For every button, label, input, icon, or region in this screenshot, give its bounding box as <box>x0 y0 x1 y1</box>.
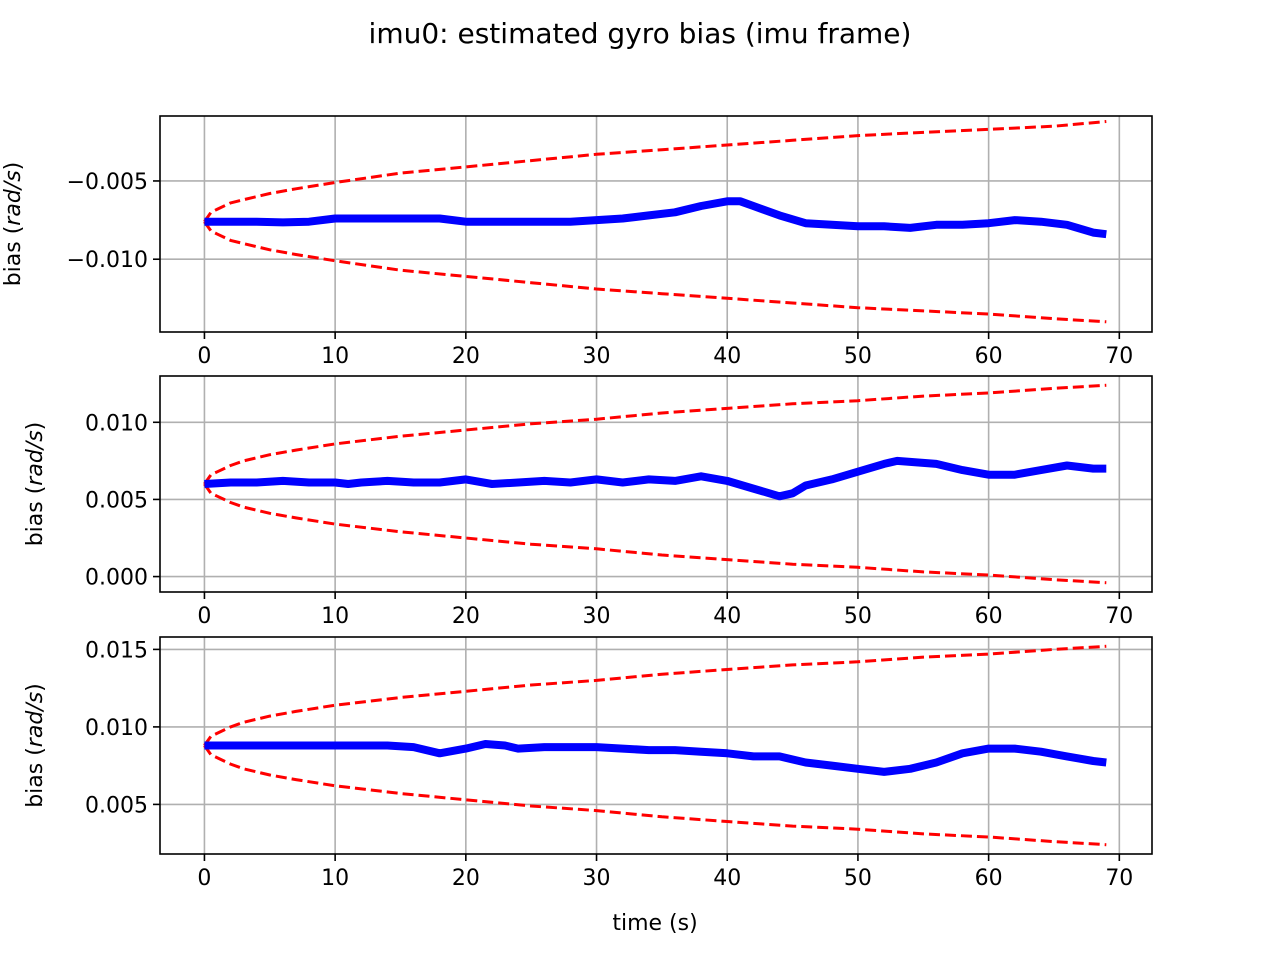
y-axis-label-unit: rad/s <box>23 430 48 485</box>
estimate-line <box>204 456 1107 501</box>
x-axis-label: time (s) <box>612 911 697 936</box>
x-tick-label: 0 <box>197 866 211 891</box>
y-axis-label-prefix: bias ( <box>23 486 48 547</box>
x-tick-label: 70 <box>1105 344 1133 369</box>
y-axis-label-prefix: bias ( <box>23 747 48 808</box>
x-tick-label: 70 <box>1105 604 1133 629</box>
axes-frame <box>159 375 1153 593</box>
x-tick-label: 60 <box>975 604 1003 629</box>
series-group <box>203 383 1107 585</box>
y-axis-label-suffix: ) <box>23 422 48 431</box>
x-tick-label: 10 <box>321 344 349 369</box>
y-axis-label: bias (rad/s) <box>1 162 26 287</box>
x-tick-label: 40 <box>713 344 741 369</box>
axes-frame <box>159 636 1153 855</box>
x-tick-label: 30 <box>583 604 611 629</box>
x-tick-label: 70 <box>1105 866 1133 891</box>
x-tick-label: 50 <box>844 344 872 369</box>
y-axis-label-unit: rad/s <box>23 692 48 747</box>
y-axis-label-prefix: bias ( <box>1 226 26 287</box>
x-tick-label: 20 <box>452 604 480 629</box>
axes-frame <box>159 115 1153 333</box>
x-tick-label: 10 <box>321 866 349 891</box>
y-tick-label: 0.005 <box>85 793 148 818</box>
figure-title: imu0: estimated gyro bias (imu frame) <box>369 17 912 50</box>
upper-bound-line <box>203 120 1107 223</box>
y-tick-label: 0.010 <box>85 411 148 436</box>
lower-bound-line <box>203 744 1107 847</box>
y-tick-label: 0.015 <box>85 638 148 663</box>
x-tick-label: 20 <box>452 866 480 891</box>
y-axis-label-suffix: ) <box>23 683 48 692</box>
x-tick-label: 40 <box>713 604 741 629</box>
x-tick-label: 50 <box>844 866 872 891</box>
y-tick-label: −0.005 <box>67 170 148 195</box>
estimate-line <box>204 197 1107 239</box>
lower-bound-line <box>203 483 1107 585</box>
subplot-2: 0 10 20 30 40 50 60 70 0.010 0.005 0.000 bias (rad/… <box>23 375 1153 629</box>
series-group <box>203 644 1107 847</box>
x-tick-label: 30 <box>583 866 611 891</box>
y-axis-label-unit: rad/s <box>1 170 26 225</box>
x-tick-label: 40 <box>713 866 741 891</box>
y-axis-label: bias (rad/s) <box>23 683 48 808</box>
x-tick-label: 0 <box>197 344 211 369</box>
x-tick-label: 60 <box>975 344 1003 369</box>
x-tick-label: 30 <box>583 344 611 369</box>
y-tick-label: 0.005 <box>85 488 148 513</box>
subplot-3: 0 10 20 30 40 50 60 70 0.015 0.010 0.005 bias (rad/… <box>23 636 1153 891</box>
upper-bound-line <box>203 383 1107 485</box>
x-tick-label: 60 <box>975 866 1003 891</box>
x-tick-label: 10 <box>321 604 349 629</box>
series-group <box>203 120 1107 324</box>
x-tick-label: 50 <box>844 604 872 629</box>
y-tick-label: 0.000 <box>85 566 148 591</box>
x-tick-label: 0 <box>197 604 211 629</box>
y-tick-label: 0.010 <box>85 716 148 741</box>
lower-bound-line <box>203 220 1107 324</box>
subplot-1: 0 10 20 30 40 50 60 70 −0.005 −0.010 bias (rad/s) <box>1 115 1153 369</box>
upper-bound-line <box>203 644 1107 747</box>
y-axis-label-suffix: ) <box>1 162 26 171</box>
x-tick-label: 20 <box>452 344 480 369</box>
y-tick-label: −0.010 <box>67 248 148 273</box>
estimate-line <box>204 740 1107 776</box>
y-axis-label: bias (rad/s) <box>23 422 48 547</box>
